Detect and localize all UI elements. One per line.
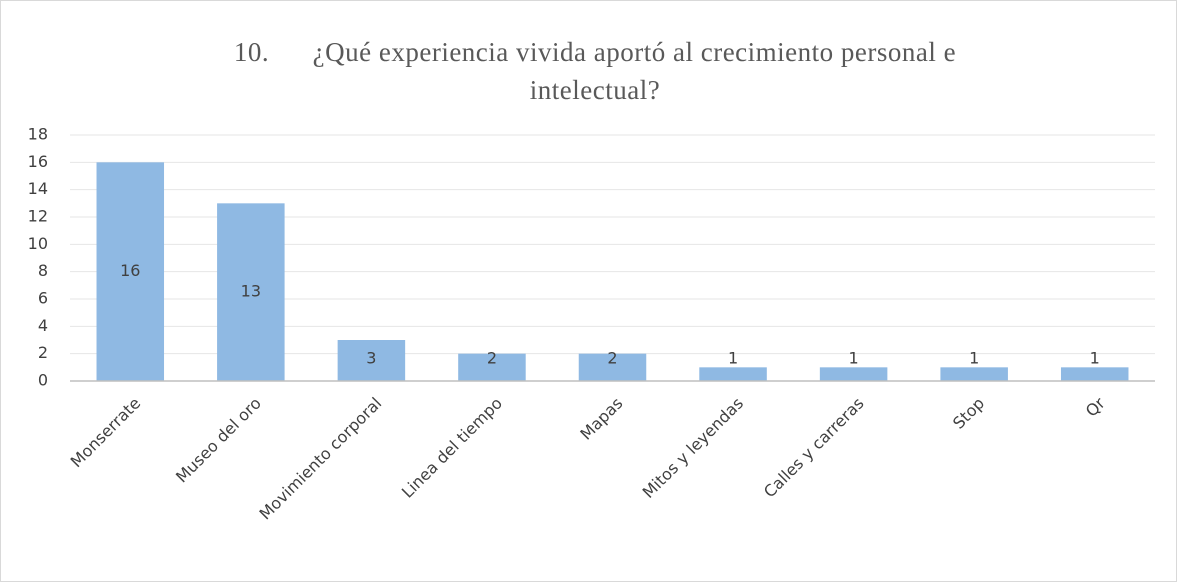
y-tick-label: 16 xyxy=(28,152,48,171)
bar xyxy=(819,367,888,381)
bar xyxy=(1060,367,1129,381)
bar xyxy=(217,203,285,381)
chart-title: intelectual? xyxy=(530,75,660,105)
bar xyxy=(699,367,767,381)
y-tick-label: 18 xyxy=(28,125,48,144)
y-tick-label: 2 xyxy=(38,343,48,362)
y-tick-label: 14 xyxy=(28,179,48,198)
bar xyxy=(458,353,526,381)
y-tick-label: 6 xyxy=(38,289,48,308)
value-label: 16 xyxy=(120,261,140,280)
chart-title: 10. ¿Qué experiencia vivida aportó al cr… xyxy=(234,37,956,67)
value-label: 13 xyxy=(241,282,261,301)
y-tick-label: 0 xyxy=(38,371,48,390)
bar xyxy=(96,162,165,381)
value-label: 2 xyxy=(487,349,497,368)
y-tick-label: 8 xyxy=(38,261,48,280)
value-label: 1 xyxy=(849,349,859,368)
y-tick-label: 12 xyxy=(28,207,48,226)
value-label: 3 xyxy=(366,349,376,368)
bar xyxy=(940,367,1008,381)
value-label: 1 xyxy=(969,349,979,368)
value-label: 1 xyxy=(1090,349,1100,368)
y-tick-label: 10 xyxy=(28,234,48,253)
value-label: 1 xyxy=(728,349,738,368)
bar xyxy=(578,353,647,381)
bar xyxy=(337,340,406,381)
y-tick-label: 4 xyxy=(38,316,48,335)
value-label: 2 xyxy=(607,349,617,368)
